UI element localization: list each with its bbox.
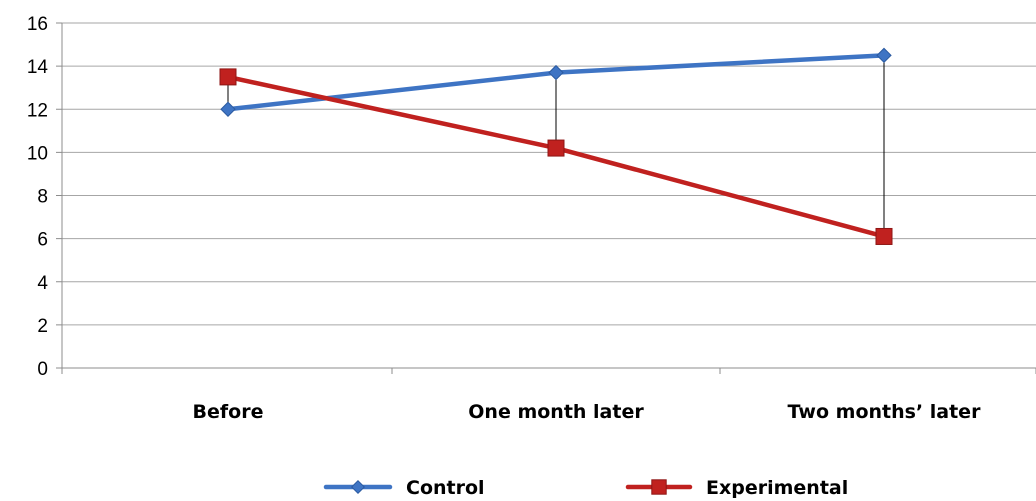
y-tick-label-10: 10 bbox=[27, 143, 48, 164]
legend-label-experimental: Experimental bbox=[706, 477, 848, 499]
legend-swatch-marker-experimental bbox=[651, 479, 667, 495]
x-tick-label-2: Two months’ later bbox=[788, 401, 982, 423]
y-tick-label-6: 6 bbox=[37, 230, 48, 251]
y-tick-label-4: 4 bbox=[37, 273, 48, 294]
data-point-control-1 bbox=[548, 64, 564, 81]
x-axis: Before One month later Two months’ later bbox=[61, 368, 1036, 423]
y-tick-label-8: 8 bbox=[37, 187, 48, 208]
x-tick-label-0: Before bbox=[193, 401, 264, 423]
data-point-experimental-2 bbox=[875, 227, 893, 245]
data-point-control-0 bbox=[220, 101, 236, 117]
data-point-experimental-0 bbox=[219, 68, 237, 86]
series-experimental bbox=[219, 68, 893, 245]
series-group bbox=[219, 47, 893, 245]
legend: Control Experimental bbox=[323, 477, 848, 499]
legend-item-experimental: Experimental bbox=[625, 477, 848, 499]
series-control bbox=[220, 47, 892, 117]
y-tick-label-2: 2 bbox=[37, 316, 48, 337]
legend-swatch-marker-control bbox=[350, 479, 366, 495]
legend-item-control: Control bbox=[323, 477, 485, 499]
legend-label-control: Control bbox=[406, 477, 485, 499]
data-point-experimental-1 bbox=[547, 139, 565, 157]
data-point-control-2 bbox=[876, 47, 892, 64]
y-tick-label-0: 0 bbox=[37, 359, 48, 380]
y-axis: 0 2 4 6 8 10 12 14 16 bbox=[27, 14, 63, 380]
y-tick-label-14: 14 bbox=[27, 57, 49, 78]
y-tick-label-12: 12 bbox=[27, 100, 48, 121]
y-tick-label-16: 16 bbox=[27, 14, 48, 35]
x-tick-label-1: One month later bbox=[468, 401, 644, 423]
